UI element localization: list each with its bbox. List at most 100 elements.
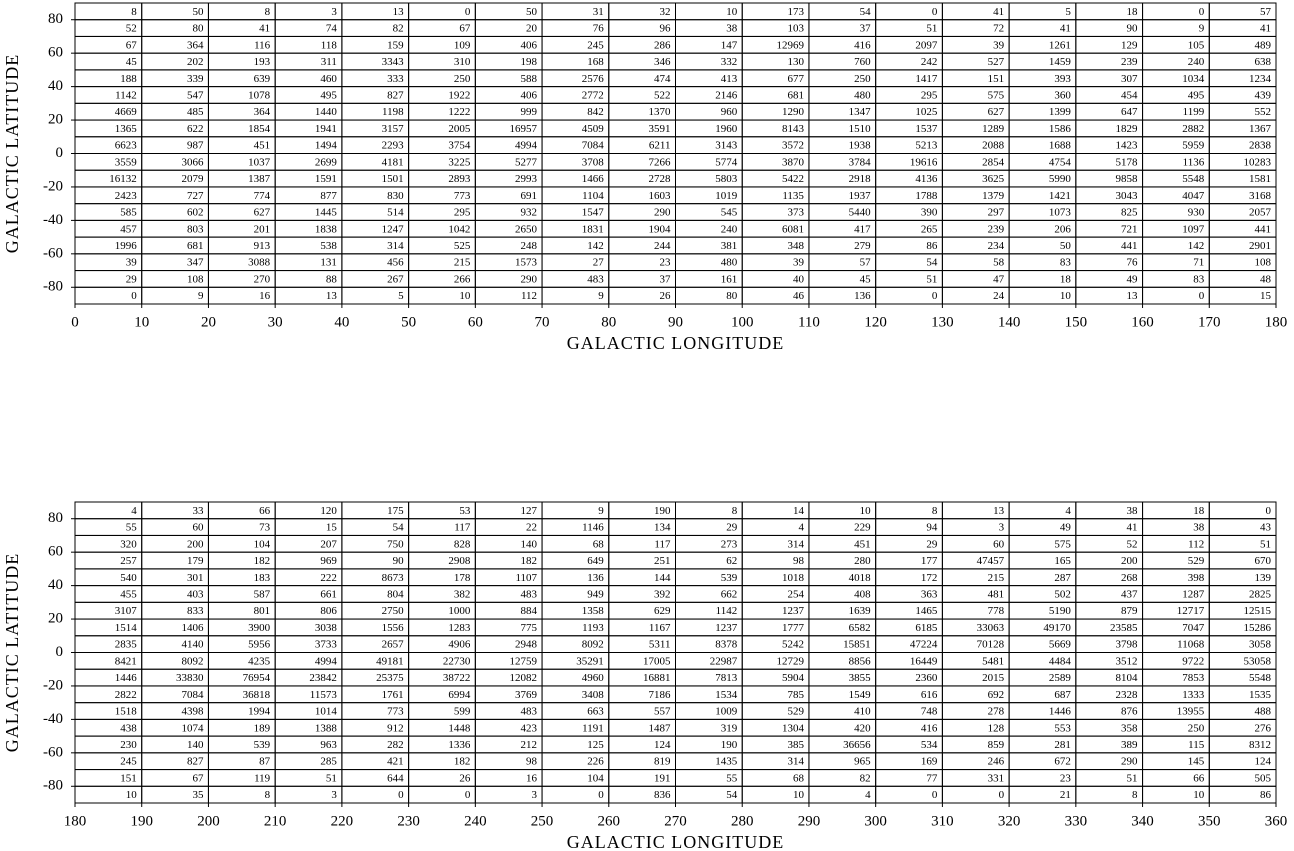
- cell-value: 828: [454, 538, 471, 550]
- y-tick-label: 20: [48, 111, 63, 127]
- cell-value: 827: [387, 90, 404, 102]
- cell-value: 226: [587, 756, 604, 768]
- y-tick-label: 80: [48, 11, 63, 27]
- cell-value: 913: [254, 240, 271, 252]
- cell-value: 49170: [1043, 622, 1071, 634]
- cell-value: 10283: [1244, 156, 1272, 168]
- cell-value: 1142: [716, 605, 738, 617]
- cell-value: 1446: [1049, 706, 1072, 718]
- cell-value: 1465: [915, 605, 938, 617]
- cell-value: 2079: [181, 173, 204, 185]
- cell-value: 94: [926, 522, 938, 534]
- cell-value: 1854: [248, 123, 271, 135]
- cell-value: 37: [860, 23, 872, 35]
- cell-value: 438: [120, 722, 137, 734]
- cell-value: 552: [1255, 106, 1272, 118]
- cell-value: 5548: [1249, 672, 1272, 684]
- cell-value: 212: [521, 739, 538, 751]
- cell-value: 250: [854, 73, 871, 85]
- cell-value: 949: [587, 589, 604, 601]
- y-tick-label: -60: [43, 744, 63, 760]
- cell-value: 339: [187, 73, 204, 85]
- cell-value: 5178: [1116, 156, 1139, 168]
- cell-value: 1547: [582, 207, 605, 219]
- cell-value: 1019: [715, 190, 738, 202]
- cell-value: 96: [660, 23, 672, 35]
- cell-value: 1534: [715, 689, 738, 701]
- cell-value: 254: [787, 589, 804, 601]
- cell-value: 1167: [649, 622, 671, 634]
- cell-value: 999: [521, 106, 538, 118]
- cell-value: 71: [1193, 257, 1204, 269]
- cell-value: 76: [593, 23, 605, 35]
- cell-value: 3: [331, 789, 337, 801]
- cell-value: 538: [320, 240, 337, 252]
- cell-value: 266: [454, 273, 471, 285]
- cell-value: 234: [988, 240, 1005, 252]
- cell-value: 382: [454, 589, 471, 601]
- cell-value: 175: [387, 505, 404, 517]
- cell-value: 0: [398, 789, 404, 801]
- cell-value: 0: [1266, 505, 1272, 517]
- x-tick-label: 270: [664, 813, 687, 829]
- cell-value: 825: [1121, 207, 1138, 219]
- cell-value: 539: [254, 739, 271, 751]
- cell-value: 3157: [382, 123, 405, 135]
- cell-value: 198: [521, 56, 538, 68]
- x-tick-label: 60: [468, 314, 483, 330]
- cell-value: 1938: [849, 140, 872, 152]
- cell-value: 282: [387, 739, 404, 751]
- cell-value: 49181: [376, 655, 404, 667]
- cell-value: 827: [187, 756, 204, 768]
- cell-value: 5311: [649, 639, 671, 651]
- cell-value: 575: [988, 90, 1005, 102]
- cell-value: 112: [1188, 538, 1204, 550]
- cell-value: 6081: [782, 223, 804, 235]
- cell-value: 314: [787, 538, 804, 550]
- cell-value: 117: [654, 538, 671, 550]
- cell-value: 539: [721, 572, 738, 584]
- y-tick-label: 40: [48, 577, 63, 593]
- x-tick-label: 360: [1265, 813, 1288, 829]
- cell-value: 311: [321, 56, 337, 68]
- cell-value: 1639: [849, 605, 872, 617]
- cell-value: 1347: [849, 106, 872, 118]
- cell-value: 1289: [982, 123, 1005, 135]
- cell-value: 36818: [243, 689, 271, 701]
- cell-value: 108: [1255, 257, 1272, 269]
- cell-value: 1198: [382, 106, 404, 118]
- cell-value: 54: [926, 257, 938, 269]
- cell-value: 416: [921, 722, 938, 734]
- cell-value: 90: [1127, 23, 1139, 35]
- cell-value: 33063: [977, 622, 1005, 634]
- x-tick-label: 340: [1131, 813, 1154, 829]
- cell-value: 912: [387, 722, 404, 734]
- cell-value: 1387: [248, 173, 271, 185]
- cell-value: 1417: [915, 73, 938, 85]
- cell-value: 587: [254, 589, 271, 601]
- cell-value: 364: [187, 39, 204, 51]
- cell-value: 1445: [315, 207, 338, 219]
- cell-value: 273: [721, 538, 738, 550]
- cell-value: 1237: [715, 622, 738, 634]
- cell-value: 1591: [315, 173, 337, 185]
- cell-value: 17005: [643, 655, 671, 667]
- cell-value: 29: [726, 522, 738, 534]
- x-axis-label: GALACTIC LONGITUDE: [567, 333, 784, 353]
- cell-value: 38722: [443, 672, 471, 684]
- cell-value: 1199: [1183, 106, 1205, 118]
- cell-value: 1922: [448, 90, 470, 102]
- cell-value: 8143: [782, 123, 805, 135]
- x-tick-label: 70: [535, 314, 550, 330]
- cell-value: 1510: [849, 123, 872, 135]
- cell-value: 4235: [248, 655, 271, 667]
- cell-value: 10: [860, 505, 872, 517]
- cell-value: 2882: [1182, 123, 1204, 135]
- cell-value: 2993: [515, 173, 538, 185]
- cell-value: 644: [387, 772, 404, 784]
- cell-value: 3733: [315, 639, 338, 651]
- x-tick-label: 120: [864, 314, 887, 330]
- cell-value: 257: [120, 555, 137, 567]
- cell-value: 2423: [115, 190, 138, 202]
- grid-cell: [1208, 286, 1277, 305]
